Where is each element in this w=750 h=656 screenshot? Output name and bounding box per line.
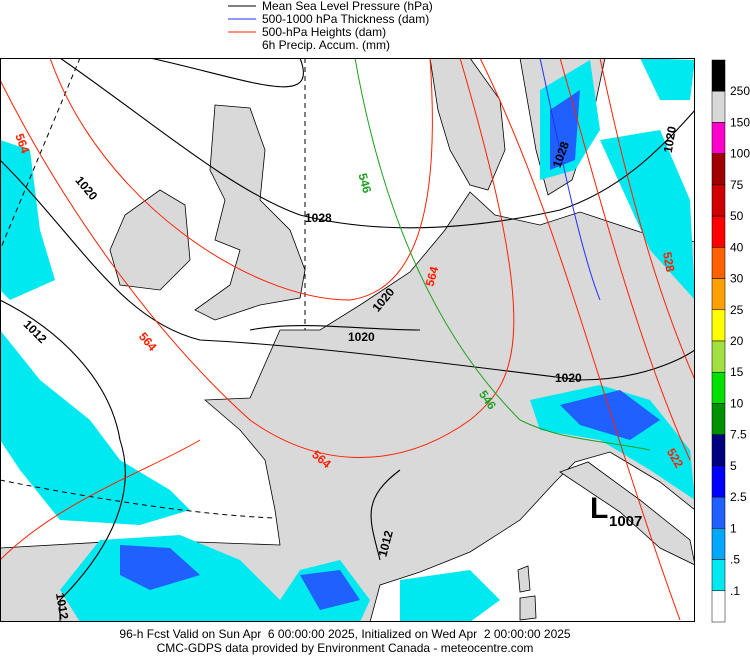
colorbar-label: 5	[730, 459, 737, 473]
colorbar-swatch	[711, 528, 726, 560]
legend-label: Mean Sea Level Pressure (hPa)	[262, 0, 433, 13]
colorbar-swatch	[711, 247, 726, 279]
colorbar-swatch	[711, 340, 726, 373]
colorbar-label: 150	[730, 115, 750, 129]
colorbar-swatch	[711, 434, 726, 467]
contour-label: 564	[12, 132, 32, 156]
footer-line: CMC-GDPS data provided by Environment Ca…	[157, 641, 534, 655]
colorbar-swatch	[711, 59, 726, 92]
colorbar-swatch	[711, 371, 726, 404]
colorbar-swatch	[711, 465, 726, 498]
colorbar-label: 15	[730, 365, 744, 379]
legend-label: 6h Precip. Accum. (mm)	[262, 38, 390, 52]
colorbar-swatch	[711, 90, 726, 123]
map: 564 1020 1028 546 564 1020 1020 564 1012…	[0, 58, 695, 622]
colorbar-label: 100	[730, 147, 750, 161]
colorbar-swatch	[711, 184, 726, 217]
colorbar-swatch	[711, 153, 726, 186]
isobars	[0, 58, 695, 622]
italy	[559, 461, 695, 566]
legend-label: 500-hPa Heights (dam)	[262, 25, 386, 39]
colorbar-label: 25	[730, 303, 744, 317]
colorbar-swatch	[711, 590, 726, 623]
colorbar-label: 1	[730, 521, 737, 535]
contour-label: 564	[423, 265, 442, 288]
colorbar-label: 20	[730, 334, 744, 348]
legend: Mean Sea Level Pressure (hPa) 500-1000 h…	[228, 0, 433, 52]
height-contours	[0, 58, 695, 621]
colorbar: 250 150 100 75 50 40 30 25 20 15 10 7.5 5 2.5 1 .5 .1	[711, 59, 750, 623]
contour-label: 1020	[348, 330, 375, 344]
contour-label: 1020	[555, 371, 582, 385]
colorbar-label: 40	[730, 240, 744, 254]
colorbar-label: 30	[730, 272, 744, 286]
thickness-contour	[354, 58, 651, 451]
colorbar-label: 10	[730, 396, 744, 410]
thickness-contour	[539, 58, 601, 301]
colorbar-label: 250	[730, 84, 750, 98]
map-frame	[0, 58, 695, 622]
colorbar-swatch	[711, 309, 726, 342]
low-symbol: L	[590, 492, 608, 525]
precipitation-heavy	[120, 90, 660, 610]
colorbar-label: .5	[730, 553, 740, 567]
colorbar-label: 75	[730, 178, 744, 192]
colorbar-swatch	[711, 559, 726, 592]
legend-label: 500-1000 hPa Thickness (dam)	[262, 12, 429, 26]
islands	[517, 565, 537, 621]
colorbar-label: .1	[730, 584, 740, 598]
low-pressure: 1007	[609, 513, 642, 530]
contour-label: 1020	[661, 125, 679, 154]
colorbar-swatch	[711, 215, 726, 248]
colorbar-label: 50	[730, 209, 744, 223]
contour-label: 1028	[305, 211, 332, 225]
footer-line: 96-h Fcst Valid on Sun Apr 6 00:00:00 20…	[119, 627, 571, 641]
contour-label: 1012	[53, 592, 71, 621]
contour-label: 1012	[375, 529, 396, 559]
colorbar-label: 2.5	[730, 490, 747, 504]
contour-label: 528	[660, 251, 677, 273]
colorbar-swatch	[711, 496, 726, 529]
colorbar-label: 7.5	[730, 428, 747, 442]
contour-label: 546	[355, 172, 374, 195]
colorbar-swatch	[711, 122, 726, 154]
colorbar-swatch	[711, 278, 726, 311]
colorbar-swatch	[711, 403, 726, 435]
